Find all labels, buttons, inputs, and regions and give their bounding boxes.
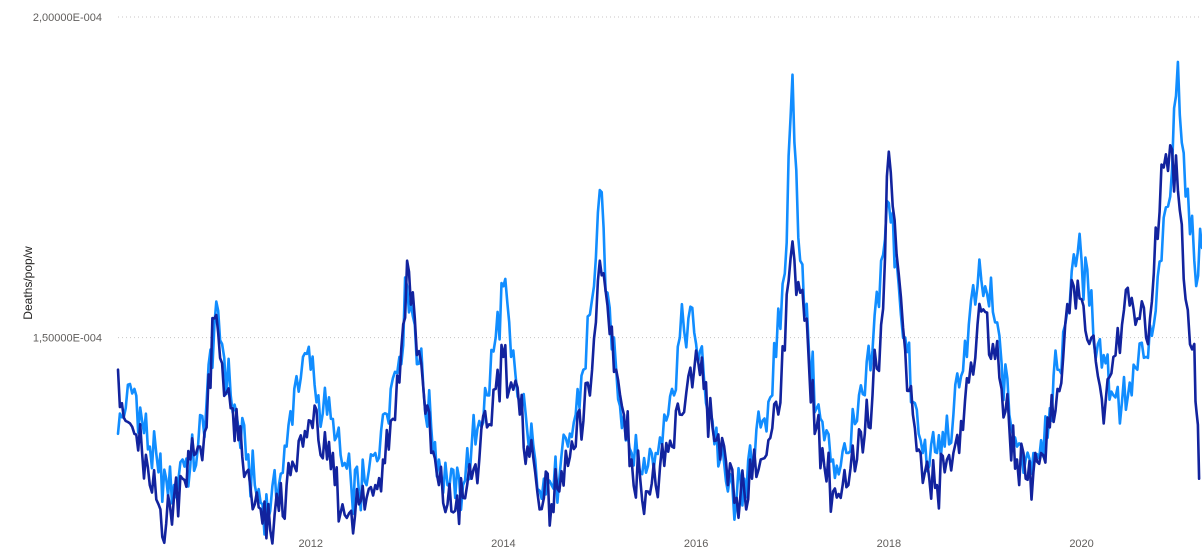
- y-axis-ticks: 1,50000E-004 2,00000E-004: [33, 12, 102, 345]
- series-line-2: [116, 144, 1201, 545]
- series-lines: [116, 60, 1202, 545]
- x-tick-label: 2020: [1069, 538, 1093, 550]
- x-axis-ticks: 2012 2014 2016 2018 2020: [298, 538, 1093, 550]
- x-tick-label: 2016: [684, 538, 708, 550]
- y-tick-label: 1,50000E-004: [33, 333, 102, 345]
- y-axis-title: Deaths/pop/w: [21, 246, 35, 320]
- x-tick-label: 2018: [877, 538, 901, 550]
- x-tick-label: 2014: [491, 538, 515, 550]
- x-tick-label: 2012: [298, 538, 322, 550]
- gridlines: [118, 16, 1202, 339]
- y-tick-label: 2,00000E-004: [33, 12, 102, 24]
